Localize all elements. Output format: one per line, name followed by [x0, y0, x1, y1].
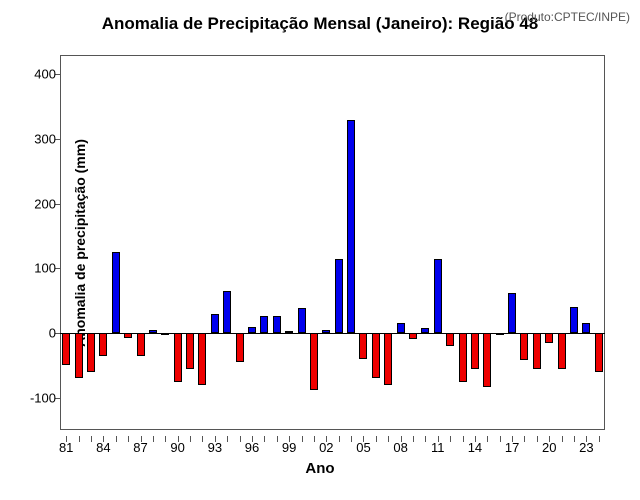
x-tick-mark: [116, 436, 117, 442]
x-tick-mark: [388, 436, 389, 442]
bar-year-2010[interactable]: [421, 328, 429, 333]
x-axis-tick-label-81: 81: [59, 440, 73, 455]
x-axis-tick-label-17: 17: [505, 440, 519, 455]
y-axis-tick-label: 100: [12, 261, 56, 276]
x-axis-tick-label-93: 93: [208, 440, 222, 455]
chart-container: Anomalia de Precipitação Mensal (Janeiro…: [0, 0, 640, 500]
bar-year-2008[interactable]: [397, 323, 405, 333]
annotation-text: (Produto:CPTEC/INPE): [505, 10, 630, 24]
x-axis-tick-label-08: 08: [393, 440, 407, 455]
x-tick-mark: [487, 436, 488, 442]
bar-year-2023[interactable]: [582, 323, 590, 333]
x-tick-mark: [277, 436, 278, 442]
x-tick-mark: [314, 436, 315, 442]
x-tick-mark: [562, 436, 563, 442]
x-tick-mark: [165, 436, 166, 442]
y-axis-tick-label: 400: [12, 67, 56, 82]
x-tick-mark: [463, 436, 464, 442]
bar-year-2020[interactable]: [545, 333, 553, 343]
bar-year-2019[interactable]: [533, 333, 541, 369]
x-tick-mark: [376, 436, 377, 442]
x-tick-mark: [190, 436, 191, 442]
x-tick-mark: [599, 436, 600, 442]
x-axis-title: Ano: [0, 460, 640, 477]
bar-year-2000[interactable]: [298, 308, 306, 333]
x-axis-tick-label-99: 99: [282, 440, 296, 455]
bar-year-1982[interactable]: [75, 333, 83, 378]
bar-year-2017[interactable]: [508, 293, 516, 333]
x-tick-mark: [202, 436, 203, 442]
bar-year-1997[interactable]: [260, 316, 268, 333]
x-tick-mark: [302, 436, 303, 442]
bar-year-2006[interactable]: [372, 333, 380, 378]
x-tick-mark: [450, 436, 451, 442]
x-axis-tick-label-23: 23: [579, 440, 593, 455]
bar-year-2024[interactable]: [595, 333, 603, 372]
y-axis-tick-label: -100: [12, 390, 56, 405]
bar-year-2021[interactable]: [558, 333, 566, 369]
bar-year-1990[interactable]: [174, 333, 182, 381]
y-axis-tick-label: 300: [12, 132, 56, 147]
bar-year-2007[interactable]: [384, 333, 392, 385]
bar-year-1993[interactable]: [211, 314, 219, 333]
x-tick-mark: [153, 436, 154, 442]
bar-year-1996[interactable]: [248, 327, 256, 333]
bars-region[interactable]: [60, 55, 605, 430]
x-tick-mark: [574, 436, 575, 442]
bar-year-1998[interactable]: [273, 316, 281, 333]
bar-year-1981[interactable]: [62, 333, 70, 365]
bar-year-2011[interactable]: [434, 259, 442, 333]
x-tick-mark: [91, 436, 92, 442]
bar-year-1992[interactable]: [198, 333, 206, 385]
x-axis-tick-label-96: 96: [245, 440, 259, 455]
x-tick-mark: [500, 436, 501, 442]
bar-year-1995[interactable]: [236, 333, 244, 362]
bar-year-2002[interactable]: [322, 330, 330, 333]
bar-year-1983[interactable]: [87, 333, 95, 372]
bar-year-1988[interactable]: [149, 330, 157, 333]
bar-year-1986[interactable]: [124, 333, 132, 338]
y-axis-tick-label: 0: [12, 326, 56, 341]
x-axis-tick-label-90: 90: [170, 440, 184, 455]
bar-year-2018[interactable]: [520, 333, 528, 360]
bar-year-1991[interactable]: [186, 333, 194, 369]
bar-year-2005[interactable]: [359, 333, 367, 359]
x-axis-tick-label-20: 20: [542, 440, 556, 455]
bar-year-2001[interactable]: [310, 333, 318, 390]
plot-area: Anomalia de precipitação (mm) -100 0 100 20…: [60, 55, 605, 430]
bar-year-2004[interactable]: [347, 120, 355, 333]
x-tick-mark: [264, 436, 265, 442]
x-axis-tick-label-02: 02: [319, 440, 333, 455]
bar-year-2012[interactable]: [446, 333, 454, 346]
y-axis-tick-label: 200: [12, 196, 56, 211]
x-axis-tick-label-11: 11: [431, 440, 445, 455]
bar-year-2016[interactable]: [496, 333, 504, 335]
bar-year-1999[interactable]: [285, 331, 293, 333]
x-tick-mark: [537, 436, 538, 442]
x-tick-mark: [227, 436, 228, 442]
bar-year-1987[interactable]: [137, 333, 145, 356]
x-axis-tick-label-05: 05: [356, 440, 370, 455]
x-axis-tick-label-14: 14: [468, 440, 482, 455]
bar-year-2022[interactable]: [570, 307, 578, 333]
bar-year-2003[interactable]: [335, 259, 343, 333]
bar-year-1985[interactable]: [112, 252, 120, 333]
x-axis-tick-label-84: 84: [96, 440, 110, 455]
bar-year-1989[interactable]: [161, 333, 169, 335]
x-tick-mark: [425, 436, 426, 442]
x-tick-mark: [351, 436, 352, 442]
x-tick-mark: [128, 436, 129, 442]
bar-year-1994[interactable]: [223, 291, 231, 333]
x-axis-tick-label-87: 87: [133, 440, 147, 455]
x-tick-mark: [240, 436, 241, 442]
bar-year-2013[interactable]: [459, 333, 467, 381]
x-tick-mark: [339, 436, 340, 442]
bar-year-1984[interactable]: [99, 333, 107, 356]
bar-year-2014[interactable]: [471, 333, 479, 369]
x-tick-mark: [79, 436, 80, 442]
x-tick-mark: [413, 436, 414, 442]
bar-year-2015[interactable]: [483, 333, 491, 387]
bar-year-2009[interactable]: [409, 333, 417, 339]
x-tick-mark: [524, 436, 525, 442]
